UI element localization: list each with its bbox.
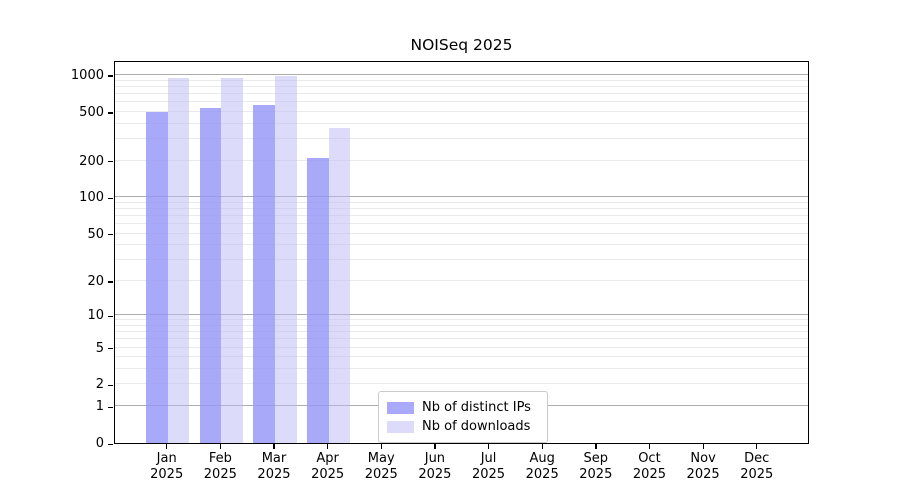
minor-gridline — [115, 138, 808, 140]
legend-swatch-downloads — [387, 420, 414, 433]
y-tick-mark — [108, 406, 113, 408]
x-tick-label: Jul 2025 — [471, 451, 506, 482]
y-tick-mark — [108, 384, 113, 387]
minor-gridline — [115, 159, 808, 161]
x-tick-label: Dec 2025 — [740, 451, 774, 482]
x-tick-label: Nov 2025 — [686, 451, 720, 482]
x-tick-mark — [756, 444, 758, 449]
x-tick-label: Apr 2025 — [311, 451, 345, 482]
x-tick-label: May 2025 — [364, 451, 398, 482]
minor-gridline — [115, 92, 808, 94]
minor-gridline — [115, 338, 808, 340]
legend-swatch-distinct-ips — [387, 401, 414, 414]
minor-gridline — [115, 223, 808, 225]
y-tick-mark — [108, 112, 113, 114]
y-tick-mark — [108, 348, 113, 350]
bar-distinct-ips-feb — [199, 107, 222, 443]
y-tick-mark — [108, 281, 113, 283]
x-tick-mark — [166, 444, 168, 449]
x-tick-mark — [273, 444, 275, 449]
minor-gridline — [115, 279, 808, 281]
major-gridline — [115, 196, 808, 198]
x-tick-label: Aug 2025 — [525, 451, 559, 482]
minor-gridline — [115, 110, 808, 112]
x-tick-label: Sep 2025 — [579, 451, 613, 482]
x-tick-label: Jan 2025 — [150, 451, 184, 482]
y-tick-mark — [108, 75, 113, 77]
major-gridline — [115, 314, 808, 316]
x-tick-label: Jun 2025 — [418, 451, 452, 482]
x-tick-mark — [219, 444, 222, 449]
minor-gridline — [115, 85, 808, 87]
x-tick-mark — [648, 444, 651, 449]
x-tick-mark — [380, 444, 382, 449]
x-tick-label: Feb 2025 — [203, 451, 237, 482]
y-tick-label: 500 — [79, 104, 104, 120]
minor-gridline — [115, 207, 808, 209]
y-tick-label: 20 — [87, 273, 104, 289]
minor-gridline — [115, 201, 808, 203]
y-tick-label: 0 — [95, 436, 104, 451]
minor-gridline — [115, 356, 808, 358]
legend: Nb of distinct IPs Nb of downloads — [378, 391, 548, 443]
x-tick-label: Oct 2025 — [632, 451, 666, 482]
bar-downloads-apr — [328, 127, 351, 443]
bar-distinct-ips-mar — [253, 104, 275, 443]
y-tick-label: 1000 — [70, 67, 104, 83]
y-tick-mark — [108, 315, 113, 317]
minor-gridline — [115, 259, 808, 261]
bar-distinct-ips-jan — [146, 111, 168, 443]
bar-downloads-feb — [221, 77, 243, 443]
x-tick-mark — [595, 444, 597, 449]
minor-gridline — [115, 79, 808, 81]
plot-area — [114, 61, 809, 444]
x-tick-mark — [702, 444, 704, 449]
minor-gridline — [115, 331, 808, 333]
minor-gridline — [115, 101, 808, 103]
y-tick-label: 5 — [95, 340, 104, 356]
y-tick-mark — [108, 161, 113, 163]
y-tick-label: 1 — [95, 399, 104, 415]
y-tick-label: 2 — [95, 377, 104, 393]
minor-gridline — [115, 214, 808, 216]
y-tick-mark — [108, 443, 113, 445]
minor-gridline — [115, 346, 808, 348]
minor-gridline — [115, 122, 808, 124]
bar-downloads-mar — [274, 76, 297, 443]
legend-label-downloads: Nb of downloads — [422, 419, 531, 434]
minor-gridline — [115, 232, 808, 234]
y-tick-mark — [108, 197, 113, 199]
bar-downloads-jan — [167, 77, 190, 443]
minor-gridline — [115, 324, 808, 326]
y-tick-label: 50 — [87, 226, 104, 242]
bar-distinct-ips-apr — [307, 157, 329, 443]
minor-gridline — [115, 319, 808, 321]
x-tick-mark — [434, 444, 436, 449]
y-tick-label: 10 — [87, 308, 104, 324]
legend-entry-distinct-ips: Nb of distinct IPs — [387, 398, 537, 417]
minor-gridline — [115, 244, 808, 246]
x-tick-label: Mar 2025 — [257, 451, 291, 482]
y-tick-label: 200 — [79, 153, 104, 169]
legend-entry-downloads: Nb of downloads — [387, 417, 537, 436]
x-tick-mark — [327, 444, 329, 449]
y-tick-mark — [108, 234, 113, 236]
x-tick-mark — [541, 444, 543, 449]
major-gridline — [115, 74, 808, 75]
legend-label-distinct-ips: Nb of distinct IPs — [422, 400, 531, 415]
minor-gridline — [115, 383, 808, 385]
x-tick-mark — [488, 444, 490, 449]
chart-title: NOISeq 2025 — [410, 36, 513, 54]
y-tick-label: 100 — [79, 190, 104, 206]
minor-gridline — [115, 368, 808, 370]
